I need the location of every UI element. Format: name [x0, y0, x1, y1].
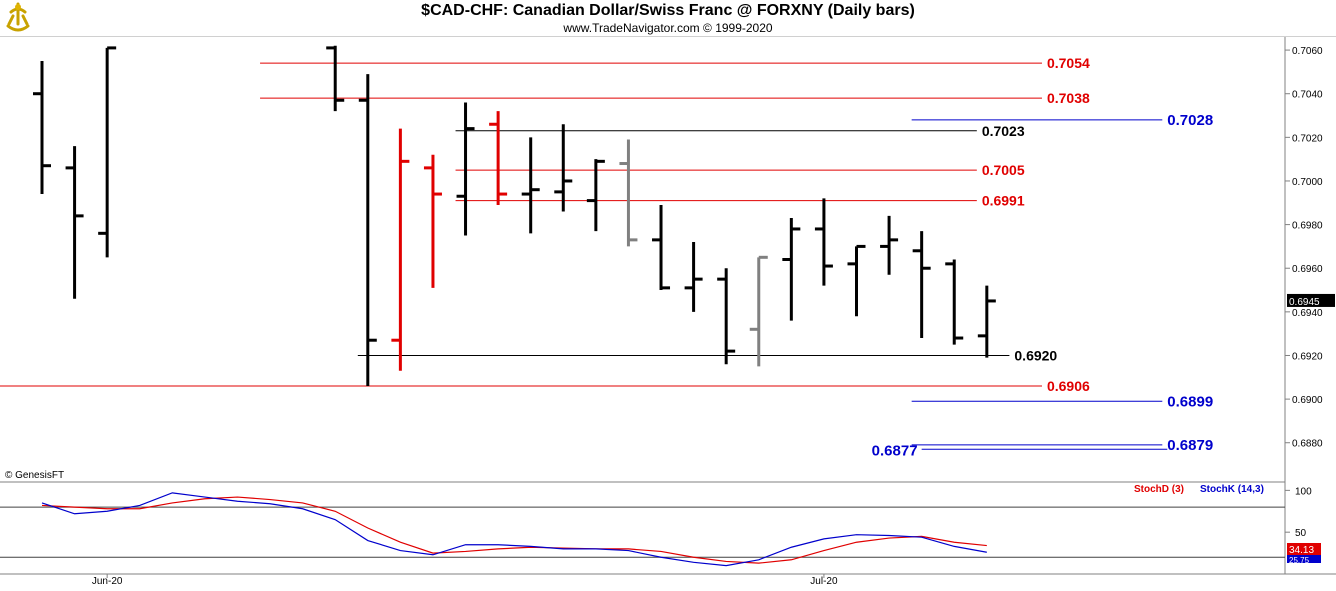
chart-subtitle: www.TradeNavigator.com © 1999-2020 — [563, 21, 773, 35]
copyright-label: © GenesisFT — [5, 470, 64, 481]
level-label: 0.6991 — [982, 193, 1025, 209]
stoch-d-value-box — [1287, 543, 1321, 555]
y-tick-label: 0.6880 — [1292, 439, 1323, 450]
price-levels: 0.7054 0.7038 0.7028 0.7023 0.7005 0.6991 0.69… — [0, 55, 1213, 459]
level-label: 0.7038 — [1047, 90, 1090, 106]
logo-icon — [3, 2, 33, 34]
y-tick-label: 0.6920 — [1292, 351, 1323, 362]
level-label: 0.7005 — [982, 162, 1025, 178]
level-label: 0.7054 — [1047, 55, 1090, 71]
price-panel — [0, 37, 1336, 575]
stoch-series-line — [41, 492, 987, 567]
y-tick-label: 0.6940 — [1292, 308, 1323, 319]
stoch-y-tick-label: 50 — [1295, 528, 1307, 539]
stoch-k-value: 25.75 — [1289, 556, 1310, 565]
y-tick-label: 0.6980 — [1292, 221, 1323, 232]
stoch-d-value: 34.13 — [1289, 545, 1314, 556]
y-tick-label: 0.6960 — [1292, 264, 1323, 275]
level-label: 0.7028 — [1167, 112, 1213, 129]
y-tick-label: 0.7020 — [1292, 133, 1323, 144]
y-tick-label: 0.7040 — [1292, 90, 1323, 101]
level-label: 0.6920 — [1014, 347, 1057, 363]
y-tick-label: 0.7060 — [1292, 46, 1323, 57]
chart-title: $CAD-CHF: Canadian Dollar/Swiss Franc @ … — [421, 2, 915, 19]
last-price-label: 0.6945 — [1289, 297, 1320, 308]
price-axis: 0.7060 0.7040 0.7020 0.7000 0.6980 0.6960 0.69… — [1285, 46, 1335, 450]
y-tick-label: 0.7000 — [1292, 177, 1323, 188]
level-label: 0.6877 — [872, 442, 918, 459]
stoch-k-value-box — [1287, 555, 1321, 563]
level-label: 0.6879 — [1167, 437, 1213, 454]
level-label: 0.7023 — [982, 123, 1025, 139]
last-price-box — [1287, 293, 1335, 307]
x-tick-label: Jul-20 — [810, 576, 838, 587]
level-label: 0.6899 — [1167, 393, 1213, 410]
time-axis: Jun-20 Jul-20 — [92, 574, 838, 587]
stoch-legend-entry: StochK (14,3) — [1200, 484, 1264, 495]
price-panel-bg — [0, 37, 1285, 482]
level-label: 0.6906 — [1047, 378, 1090, 394]
chart-header: $CAD-CHF: Canadian Dollar/Swiss Franc @ … — [0, 0, 1336, 37]
price-bars — [33, 45, 996, 387]
y-tick-label: 0.6900 — [1292, 395, 1323, 406]
stoch-y-tick-label: 100 — [1295, 486, 1312, 497]
stoch-series-line — [41, 496, 987, 564]
x-tick-label: Jun-20 — [92, 576, 123, 587]
stoch-legend-entry: StochD (3) — [1134, 484, 1184, 495]
